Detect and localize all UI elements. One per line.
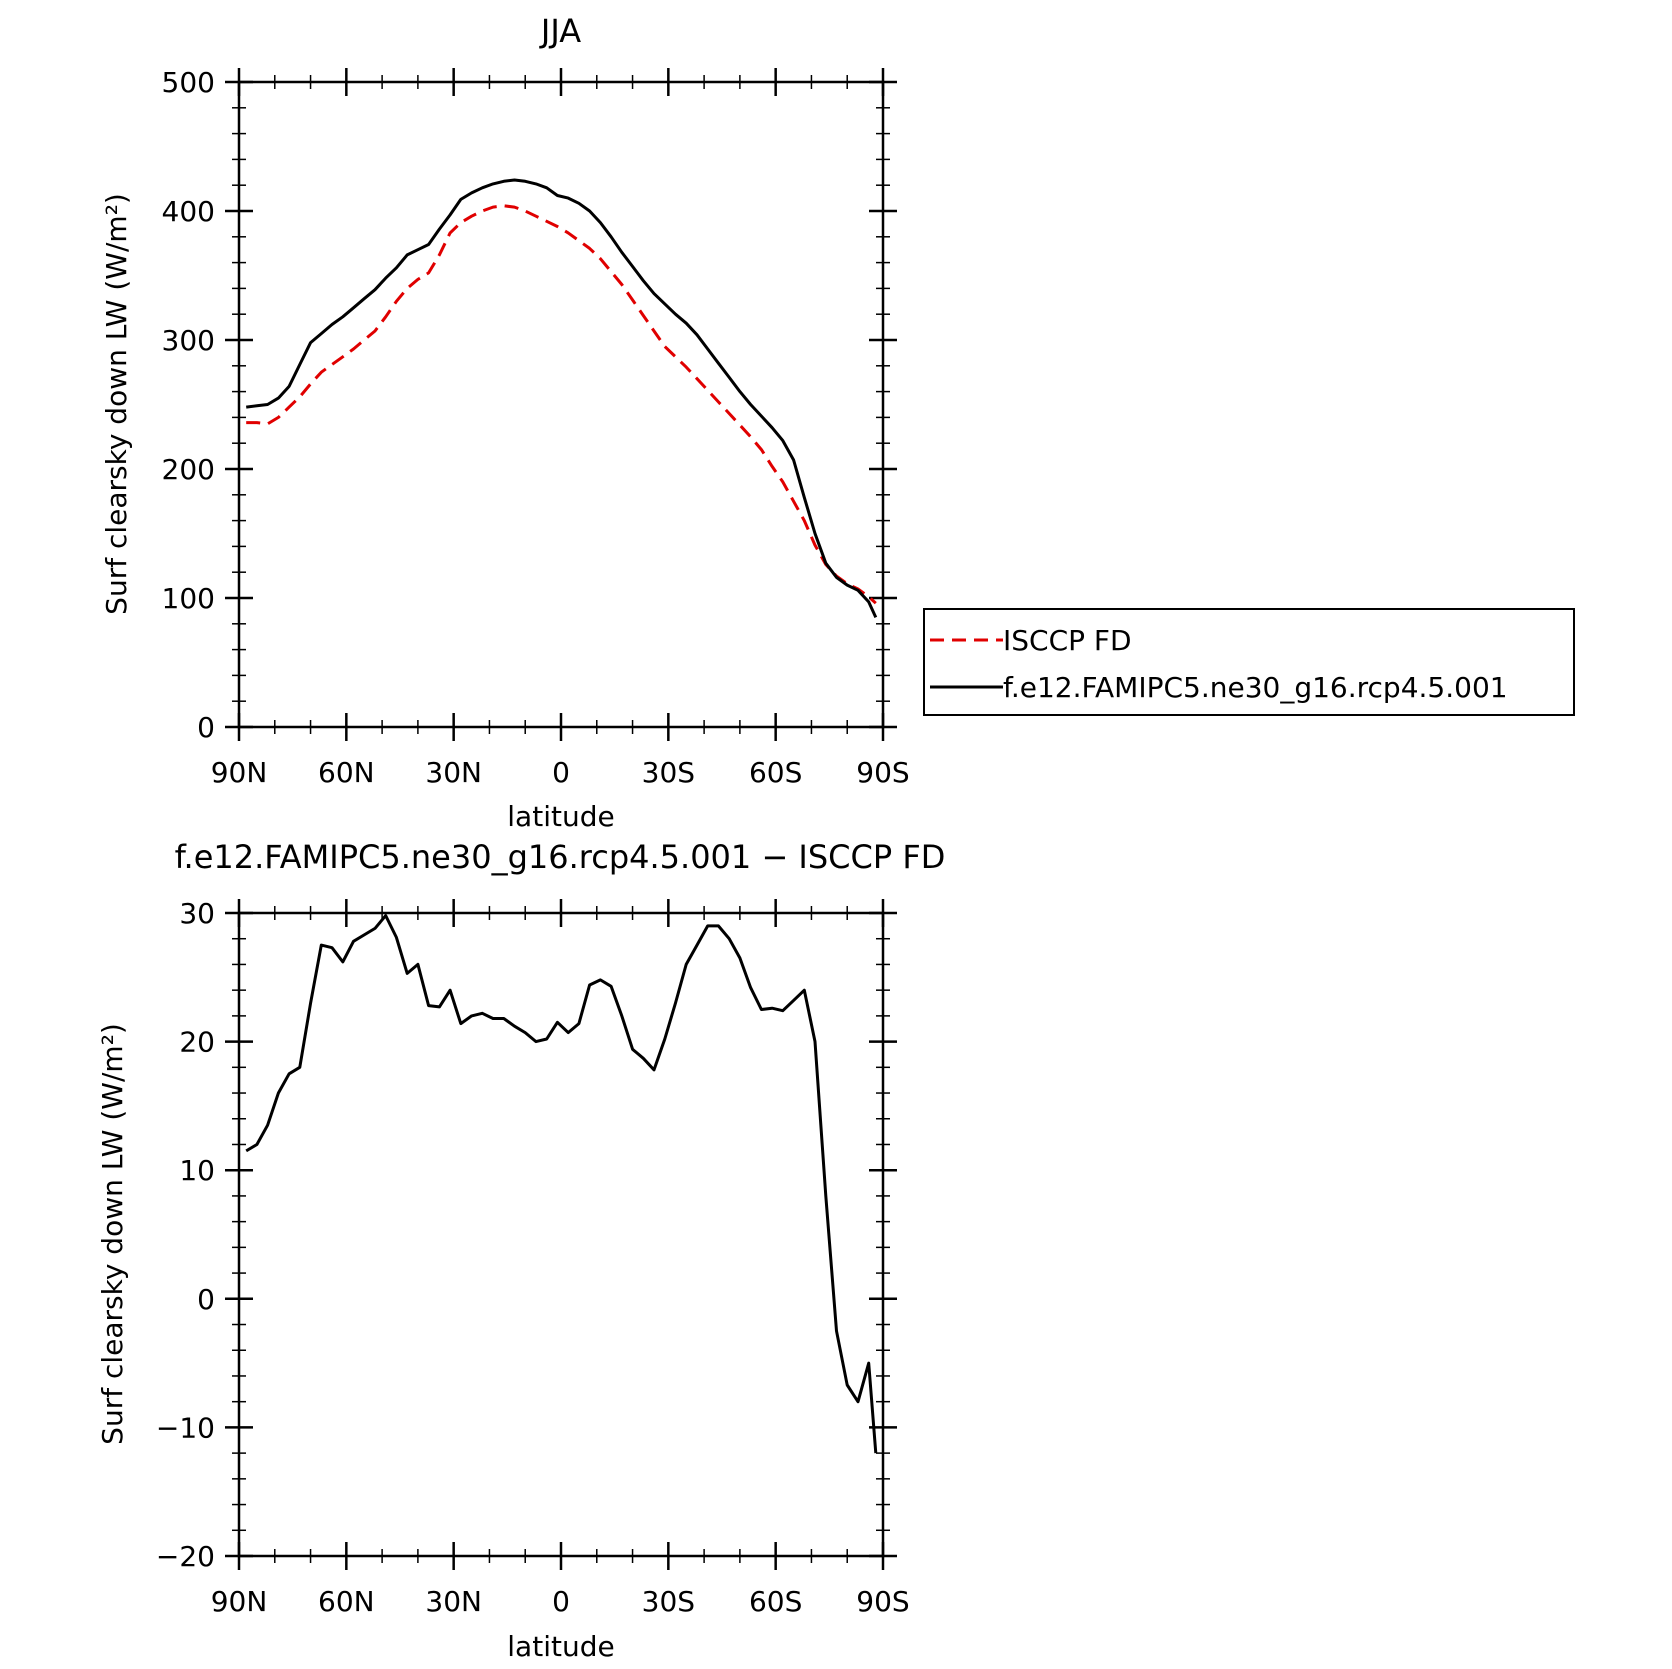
x-tick-label: 60N — [318, 756, 375, 789]
bottom-plot-title: f.e12.FAMIPC5.ne30_g16.rcp4.5.001 − ISCC… — [175, 838, 946, 876]
x-tick-label: 30S — [642, 756, 695, 789]
y-tick-label: 200 — [162, 453, 215, 486]
y-tick-label: 20 — [179, 1026, 215, 1059]
bottom-plot-y-tick-labels: −20 −10 0 10 20 30 — [156, 897, 215, 1573]
x-tick-label: 90S — [856, 1585, 909, 1618]
bottom-plot: f.e12.FAMIPC5.ne30_g16.rcp4.5.001 − ISCC… — [96, 838, 945, 1663]
legend-label-model: f.e12.FAMIPC5.ne30_g16.rcp4.5.001 — [1003, 671, 1508, 704]
top-plot-frame — [237, 80, 885, 729]
top-plot-title: JJA — [539, 12, 581, 50]
y-tick-label: 100 — [162, 582, 215, 615]
y-tick-label: 0 — [197, 711, 215, 744]
x-tick-label: 30S — [642, 1585, 695, 1618]
legend-box — [923, 608, 1575, 716]
y-tick-label: −10 — [156, 1411, 215, 1444]
x-tick-label: 30N — [425, 756, 482, 789]
series-line-1 — [246, 178, 878, 619]
series-line-0 — [246, 204, 877, 605]
x-tick-label: 0 — [552, 1585, 570, 1618]
y-tick-label: 10 — [179, 1154, 215, 1187]
x-tick-label: 30N — [425, 1585, 482, 1618]
y-tick-label: 30 — [179, 897, 215, 930]
top-plot-ticks — [225, 68, 897, 741]
x-tick-label: 90N — [211, 756, 268, 789]
y-tick-label: 500 — [162, 66, 215, 99]
bottom-plot-y-axis-label: Surf clearsky down LW (W/m²) — [96, 1023, 129, 1445]
top-plot-y-axis-label: Surf clearsky down LW (W/m²) — [100, 193, 133, 615]
y-tick-label: 0 — [197, 1283, 215, 1316]
y-tick-label: 400 — [162, 195, 215, 228]
series-line-0 — [245, 914, 878, 1454]
x-tick-label: 90N — [211, 1585, 268, 1618]
top-plot-x-axis-label: latitude — [507, 800, 614, 833]
bottom-plot-frame — [237, 911, 885, 1558]
bottom-plot-x-tick-labels: 90N 60N 30N 0 30S 60S 90S — [211, 1585, 910, 1618]
x-tick-label: 0 — [552, 756, 570, 789]
x-tick-label: 60S — [749, 1585, 802, 1618]
top-plot-x-tick-labels: 90N 60N 30N 0 30S 60S 90S — [211, 756, 910, 789]
bottom-plot-ticks — [225, 899, 897, 1570]
bottom-plot-x-axis-label: latitude — [507, 1630, 614, 1663]
x-tick-label: 60S — [749, 756, 802, 789]
bottom-plot-series — [245, 914, 878, 1454]
legend-label-isccp: ISCCP FD — [1003, 624, 1132, 657]
y-tick-label: 300 — [162, 324, 215, 357]
top-plot-y-tick-labels: 0 100 200 300 400 500 — [162, 66, 215, 744]
y-tick-label: −20 — [156, 1540, 215, 1573]
top-plot: JJA 0 100 200 300 400 500 90N 60N 30N 0 30S 60S 90S… — [100, 12, 910, 833]
top-plot-series — [246, 178, 878, 619]
legend: ISCCP FD f.e12.FAMIPC5.ne30_g16.rcp4.5.0… — [923, 608, 1575, 716]
x-tick-label: 90S — [856, 756, 909, 789]
x-tick-label: 60N — [318, 1585, 375, 1618]
